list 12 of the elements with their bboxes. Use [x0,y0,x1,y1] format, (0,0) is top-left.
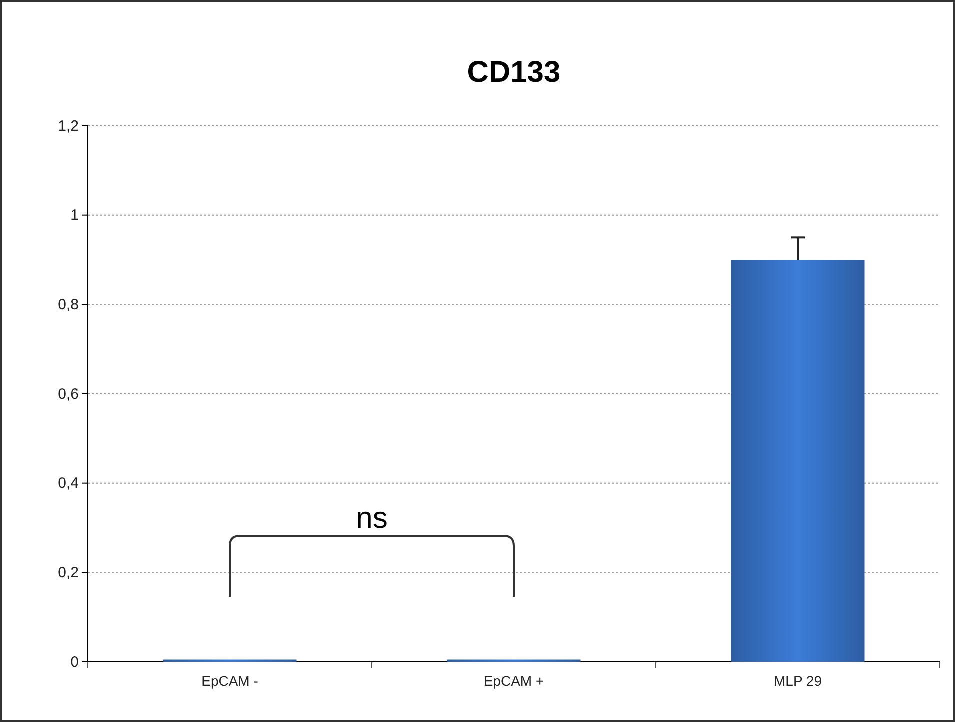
x-tick-label: EpCAM + [484,672,544,689]
y-tick-label: 0 [70,654,79,671]
annotation: ns [356,502,388,535]
y-tick-label: 1,2 [58,118,79,135]
x-tick-label: MLP 29 [774,672,822,689]
y-tick-label: 0,8 [58,296,79,314]
y-tick-label: 1 [70,207,79,224]
x-tick-label: EpCAM - [202,672,259,689]
y-tick-label: 0,4 [58,475,79,492]
y-tick-label: 0,6 [58,386,79,403]
y-tick-label: 0,2 [58,564,79,582]
chart-title: CD133 [467,56,561,89]
